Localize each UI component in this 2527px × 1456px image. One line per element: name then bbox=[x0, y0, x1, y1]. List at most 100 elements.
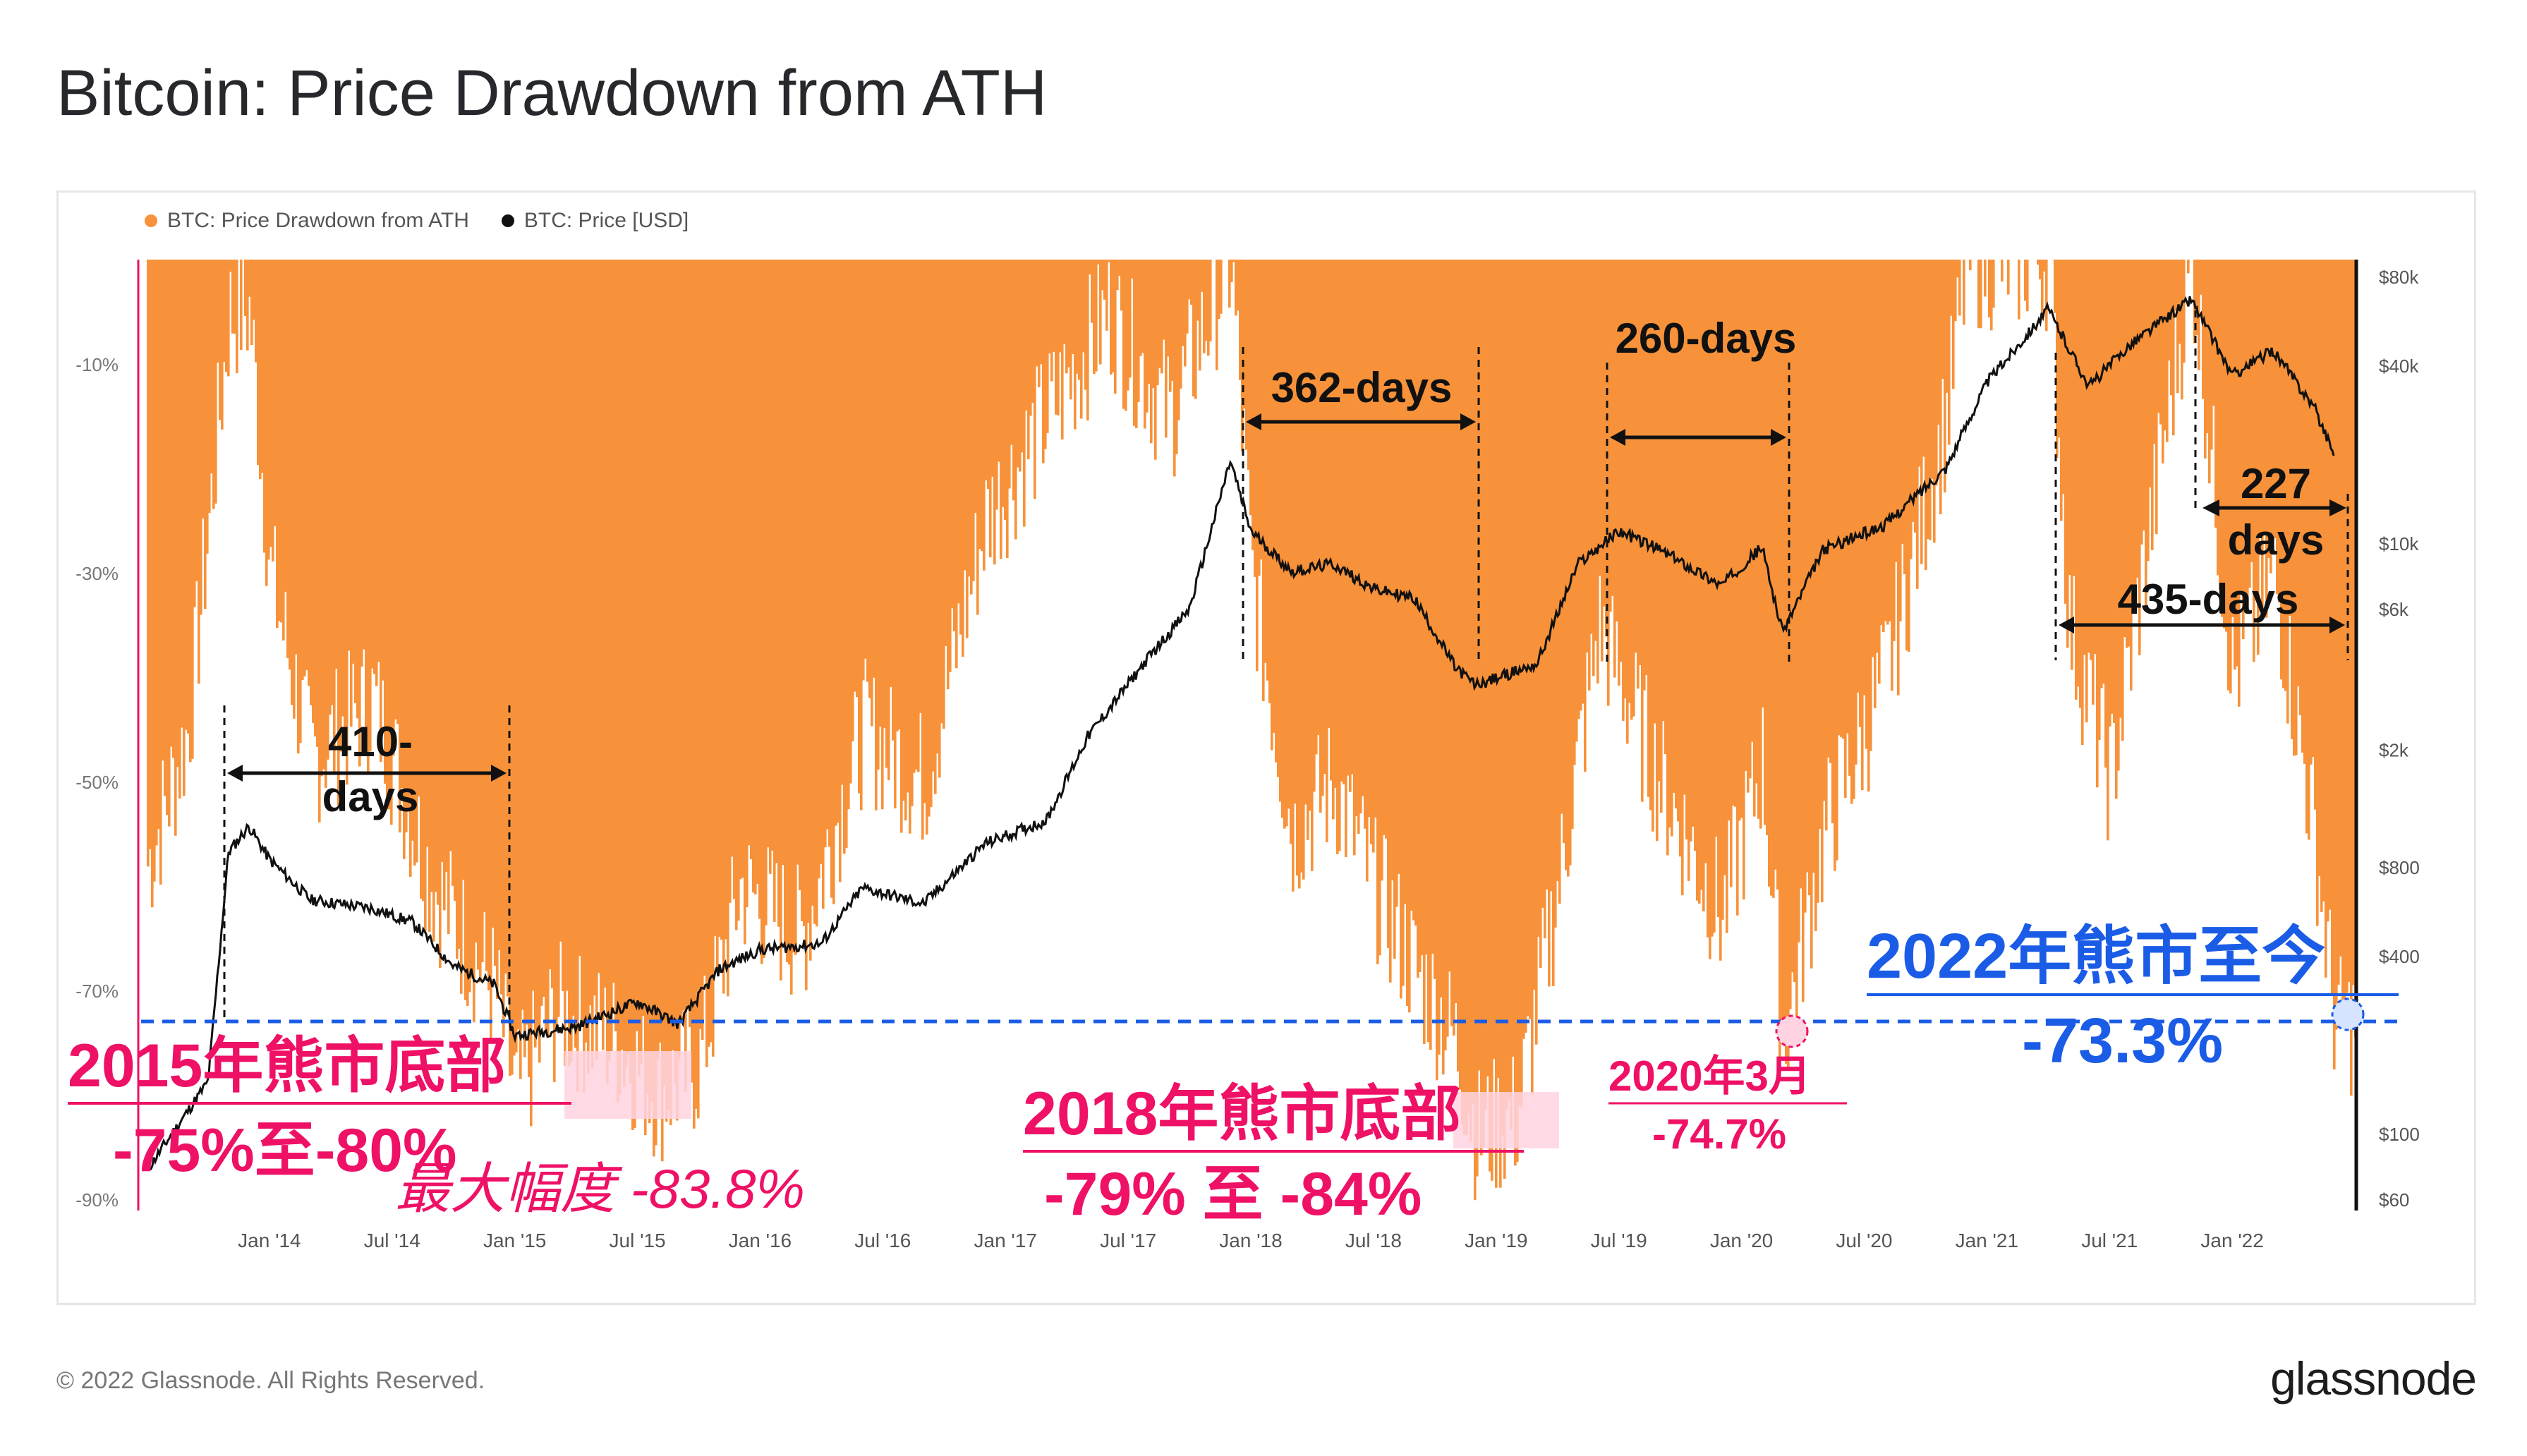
drawdown-bar bbox=[1247, 260, 1250, 470]
legend-item-drawdown[interactable]: BTC: Price Drawdown from ATH bbox=[145, 209, 469, 233]
x-axis-tick-label: Jul '17 bbox=[1100, 1230, 1156, 1251]
drawdown-bar bbox=[475, 260, 478, 943]
drawdown-bar bbox=[195, 260, 198, 581]
drawdown-bar bbox=[2276, 260, 2279, 595]
drawdown-bar bbox=[289, 260, 291, 670]
drawdown-bar bbox=[1821, 260, 1824, 902]
drawdown-bar bbox=[1427, 260, 1430, 1043]
highlight-2015 bbox=[564, 1051, 691, 1119]
drawdown-bar bbox=[331, 260, 334, 705]
drawdown-bar bbox=[358, 260, 361, 767]
drawdown-bar bbox=[504, 260, 507, 974]
drawdown-bar bbox=[907, 260, 909, 793]
drawdown-bar bbox=[538, 260, 541, 1063]
drawdown-bar bbox=[257, 260, 260, 466]
drawdown-bar bbox=[155, 260, 158, 846]
drawdown-bar bbox=[1389, 260, 1392, 983]
drawdown-bar bbox=[1692, 260, 1695, 827]
drawdown-bar bbox=[2299, 260, 2302, 715]
drawdown-bar bbox=[1632, 260, 1635, 717]
drawdown-bar bbox=[610, 260, 613, 1052]
drawdown-bar bbox=[452, 260, 454, 886]
left-axis-tick-label: -10% bbox=[75, 354, 119, 375]
drawdown-bar bbox=[1190, 260, 1193, 305]
drawdown-bar bbox=[2071, 260, 2073, 670]
drawdown-bar bbox=[212, 260, 215, 509]
drawdown-bar bbox=[1590, 260, 1593, 634]
drawdown-bar bbox=[284, 260, 287, 592]
drawdown-bar bbox=[1232, 260, 1235, 262]
drawdown-bar bbox=[1228, 260, 1231, 308]
drawdown-bar bbox=[314, 260, 317, 737]
drawdown-bar bbox=[1681, 260, 1684, 896]
page-title: Bitcoin: Price Drawdown from ATH bbox=[56, 57, 1048, 129]
drawdown-bar bbox=[682, 260, 685, 1011]
drawdown-bar bbox=[667, 260, 670, 1110]
drawdown-bar bbox=[1442, 260, 1445, 1075]
drawdown-bar bbox=[367, 260, 370, 773]
drawdown-bar bbox=[625, 260, 628, 1067]
drawdown-bar bbox=[578, 260, 581, 956]
drawdown-bar bbox=[693, 260, 696, 1129]
drawdown-bar bbox=[837, 260, 840, 823]
drawdown-bar bbox=[390, 260, 393, 825]
drawdown-bar bbox=[352, 260, 355, 664]
drawdown-bar bbox=[1795, 260, 1798, 1020]
drawdown-bar bbox=[752, 260, 755, 893]
drawdown-bar bbox=[1675, 260, 1678, 809]
legend-label-price: BTC: Price [USD] bbox=[523, 209, 689, 232]
drawdown-bar bbox=[2339, 260, 2342, 957]
span-label-227: 227 bbox=[2241, 460, 2311, 507]
drawdown-bar bbox=[989, 260, 992, 558]
drawdown-bar bbox=[771, 260, 774, 851]
drawdown-bar bbox=[1334, 260, 1337, 788]
drawdown-bar bbox=[471, 260, 473, 979]
drawdown-bar bbox=[1463, 260, 1466, 1135]
drawdown-bar bbox=[2221, 260, 2224, 617]
drawdown-bar bbox=[1402, 260, 1405, 986]
drawdown-bar bbox=[1438, 260, 1441, 1055]
drawdown-bar bbox=[1285, 260, 1288, 827]
drawdown-bar bbox=[748, 260, 751, 846]
drawdown-bar bbox=[708, 260, 710, 1047]
drawdown-bar bbox=[240, 260, 243, 351]
drawdown-bar bbox=[1611, 260, 1614, 596]
drawdown-bar bbox=[263, 260, 266, 553]
drawdown-bar bbox=[464, 260, 467, 1000]
drawdown-bar bbox=[1690, 260, 1692, 842]
drawdown-bar bbox=[669, 260, 672, 1125]
drawdown-bar bbox=[2259, 260, 2262, 538]
drawdown-bar bbox=[1872, 260, 1874, 657]
drawdown-bar bbox=[1406, 260, 1409, 1006]
drawdown-bar bbox=[255, 260, 257, 363]
drawdown-bar bbox=[1467, 260, 1470, 1114]
drawdown-bar bbox=[1563, 260, 1565, 844]
drawdown-bar bbox=[1156, 260, 1159, 386]
drawdown-bar bbox=[570, 260, 573, 1063]
drawdown-bar bbox=[1550, 260, 1553, 892]
drawdown-bar bbox=[2229, 260, 2232, 693]
drawdown-bar bbox=[1516, 260, 1519, 1163]
x-axis-tick-label: Jan '17 bbox=[974, 1230, 1037, 1251]
drawdown-bar bbox=[2253, 260, 2255, 662]
drawdown-bar bbox=[172, 260, 175, 758]
drawdown-bar bbox=[2096, 260, 2099, 788]
drawdown-bar bbox=[1489, 260, 1491, 1172]
drawdown-bar bbox=[1912, 260, 1915, 522]
drawdown-bar bbox=[1014, 260, 1017, 540]
legend-item-price[interactable]: BTC: Price [USD] bbox=[501, 209, 689, 233]
drawdown-bar bbox=[915, 260, 918, 770]
drawdown-bar bbox=[640, 260, 643, 1064]
drawdown-bar bbox=[1848, 260, 1851, 776]
drawdown-bar bbox=[1353, 260, 1356, 856]
drawdown-bar bbox=[974, 260, 977, 514]
drawdown-bar bbox=[1163, 260, 1165, 340]
drawdown-bar bbox=[1736, 260, 1739, 916]
callout-2015-max: 最大幅度 -83.8% bbox=[395, 1158, 805, 1220]
drawdown-bar bbox=[885, 260, 888, 768]
drawdown-bar bbox=[1899, 260, 1902, 621]
drawdown-bar bbox=[1586, 260, 1589, 653]
right-axis-tick-label: $800 bbox=[2379, 857, 2420, 878]
x-axis-tick-label: Jan '19 bbox=[1465, 1230, 1527, 1251]
